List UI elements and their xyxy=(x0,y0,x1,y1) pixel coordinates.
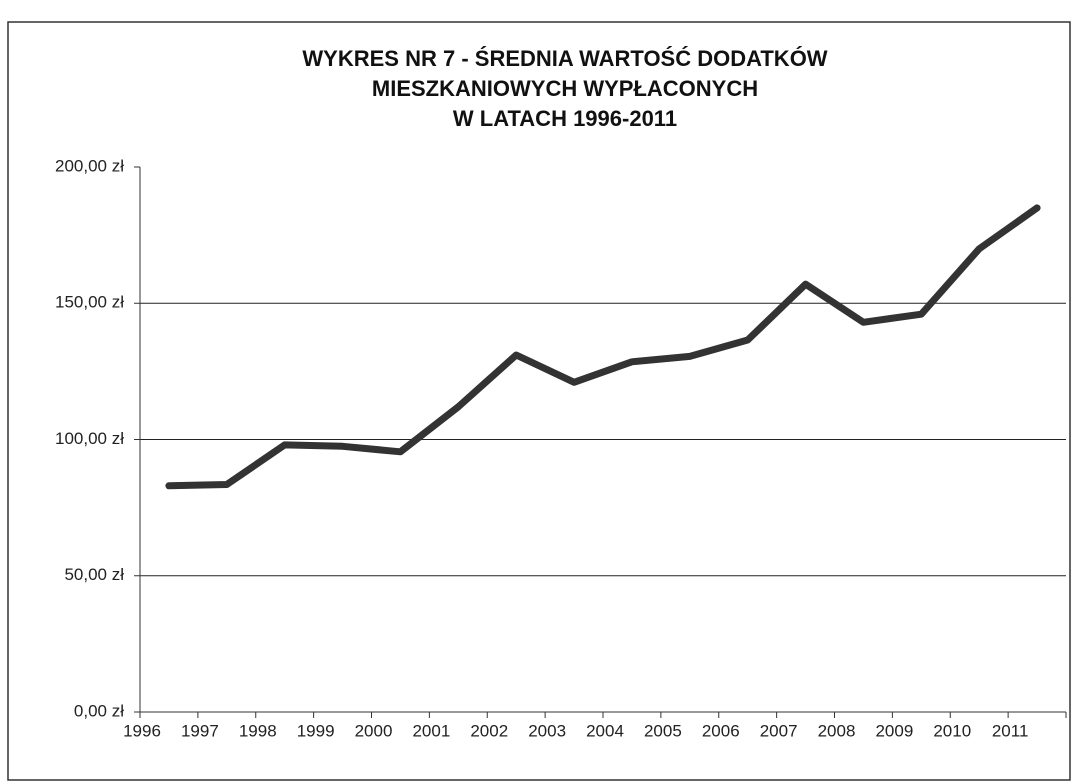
x-tick-label: 1996 xyxy=(123,721,161,740)
y-tick-label: 100,00 zł xyxy=(55,429,124,448)
x-tick-label: 2000 xyxy=(355,721,393,740)
x-tick-label: 2003 xyxy=(528,721,566,740)
x-tick-label: 2007 xyxy=(760,721,798,740)
x-tick-label: 2010 xyxy=(933,721,971,740)
x-tick-label: 2005 xyxy=(644,721,682,740)
y-tick-label: 200,00 zł xyxy=(55,156,124,175)
x-tick-label: 2001 xyxy=(412,721,450,740)
chart-title: WYKRES NR 7 - ŚREDNIA WARTOŚĆ DODATKÓW xyxy=(302,46,827,71)
y-tick-label: 150,00 zł xyxy=(55,293,124,312)
x-tick-label: 2008 xyxy=(818,721,856,740)
x-tick-label: 1997 xyxy=(181,721,219,740)
chart-title: MIESZKANIOWYCH WYPŁACONYCH xyxy=(372,76,758,101)
data-line xyxy=(165,204,1041,490)
x-tick-label: 2002 xyxy=(470,721,508,740)
y-tick-label: 0,00 zł xyxy=(74,701,124,720)
x-tick-label: 2009 xyxy=(875,721,913,740)
x-tick-label: 2004 xyxy=(586,721,624,740)
x-tick-label: 2011 xyxy=(992,721,1029,740)
chart-title: W LATACH 1996-2011 xyxy=(453,106,677,131)
x-tick-label: 1998 xyxy=(239,721,277,740)
x-tick-label: 1999 xyxy=(297,721,335,740)
chart-border xyxy=(7,21,1071,781)
x-tick-label: 2006 xyxy=(702,721,740,740)
y-tick-label: 50,00 zł xyxy=(64,565,124,584)
